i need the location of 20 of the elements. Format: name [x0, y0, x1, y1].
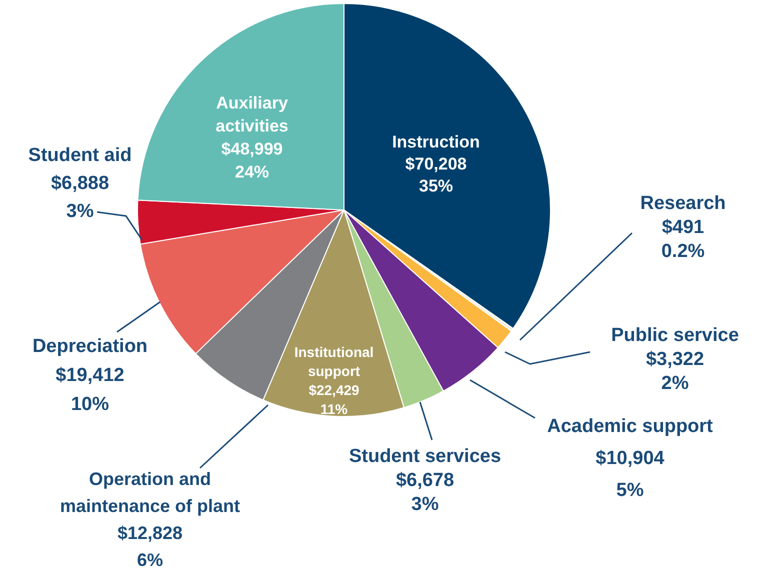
data-label: $70,208 35%	[405, 154, 467, 196]
data-label: $10,904 5%	[596, 448, 665, 502]
slice-label: Student services	[348, 446, 502, 468]
data-label: $22,429 11%	[308, 382, 360, 417]
data-label: $491 0.2%	[661, 217, 705, 262]
slice-label: Research	[640, 193, 726, 214]
data-label: $3,322 2%	[646, 349, 704, 394]
data-label: $6,888 3%	[50, 173, 110, 222]
data-label: $19,412 10%	[56, 365, 124, 416]
data-label: $12,828 6%	[117, 522, 183, 570]
slice-label: Institutional support	[294, 344, 374, 379]
data-label: $48,999 24%	[221, 140, 283, 182]
slice-label: Operation and maintenance of plant	[60, 468, 240, 516]
slice-label: Instruction	[392, 132, 480, 152]
data-label: $6,678 3%	[396, 470, 454, 516]
slice-label: Depreciation	[32, 336, 148, 358]
slice-label: Student aid	[28, 145, 132, 166]
slice-label: Auxiliary activities	[216, 94, 288, 136]
slice-label: Academic support	[547, 416, 714, 438]
slice-label: Public service	[611, 325, 739, 346]
